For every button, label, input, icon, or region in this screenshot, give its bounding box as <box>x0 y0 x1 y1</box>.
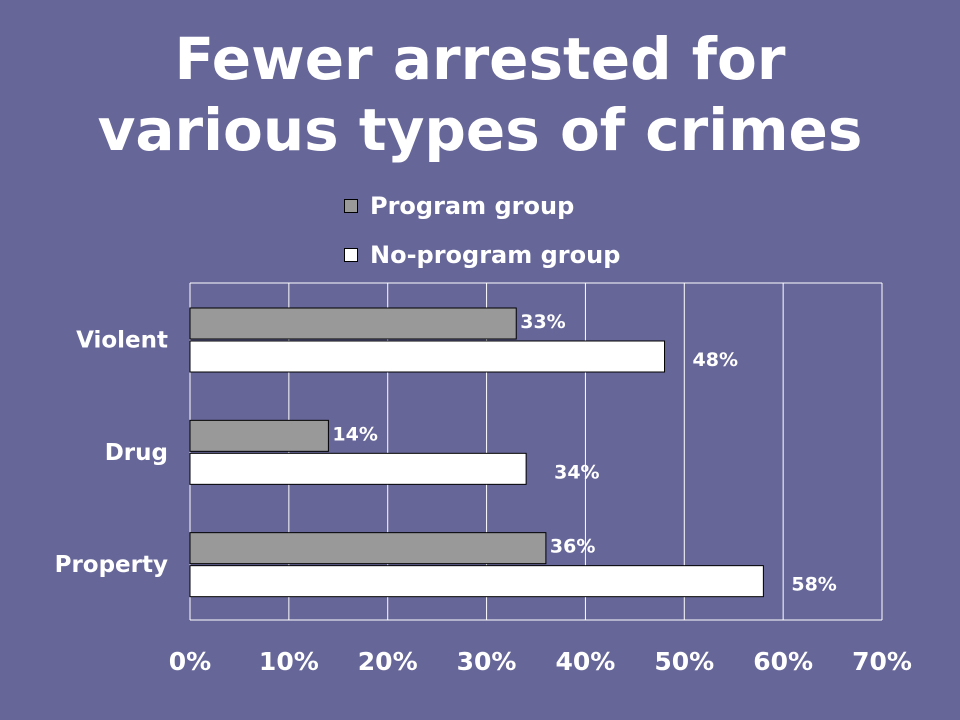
x-tick-label-2: 20% <box>358 647 418 676</box>
data-label-no-program-violent: 48% <box>693 349 738 371</box>
x-tick-label-4: 40% <box>556 647 616 676</box>
bar-no-program-drug <box>189 452 527 485</box>
category-label-property: Property <box>55 552 168 578</box>
category-label-violent: Violent <box>76 328 168 354</box>
chart-title-line-1: Fewer arrested for <box>174 25 786 93</box>
data-label-program-property: 36% <box>550 536 595 558</box>
bar-program-property <box>189 532 547 565</box>
bar-no-program-violent <box>189 340 666 373</box>
x-tick-label-0: 0% <box>169 647 211 676</box>
legend-swatch-no-program-group <box>344 248 358 262</box>
legend-swatch-program-group <box>344 199 358 213</box>
x-tick-label-5: 50% <box>654 647 714 676</box>
legend-item-no-program-group: No-program group <box>344 240 620 270</box>
x-tick-label-3: 30% <box>457 647 517 676</box>
x-tick-label-7: 70% <box>852 647 912 676</box>
data-label-no-program-property: 58% <box>791 574 836 596</box>
bar-program-violent <box>189 307 517 340</box>
legend-label-no-program-group: No-program group <box>370 241 621 269</box>
x-tick-label-1: 10% <box>259 647 319 676</box>
bar-no-program-property <box>189 565 764 598</box>
data-label-no-program-drug: 34% <box>554 461 599 483</box>
data-label-program-violent: 33% <box>520 311 565 333</box>
category-label-drug: Drug <box>105 440 168 466</box>
chart-title-line-2: various types of crimes <box>97 96 863 164</box>
legend-item-program-group: Program group <box>344 191 574 221</box>
x-tick-label-6: 60% <box>753 647 813 676</box>
bar-program-drug <box>189 419 329 452</box>
legend-label-program-group: Program group <box>370 192 575 220</box>
data-label-program-drug: 14% <box>332 423 377 445</box>
